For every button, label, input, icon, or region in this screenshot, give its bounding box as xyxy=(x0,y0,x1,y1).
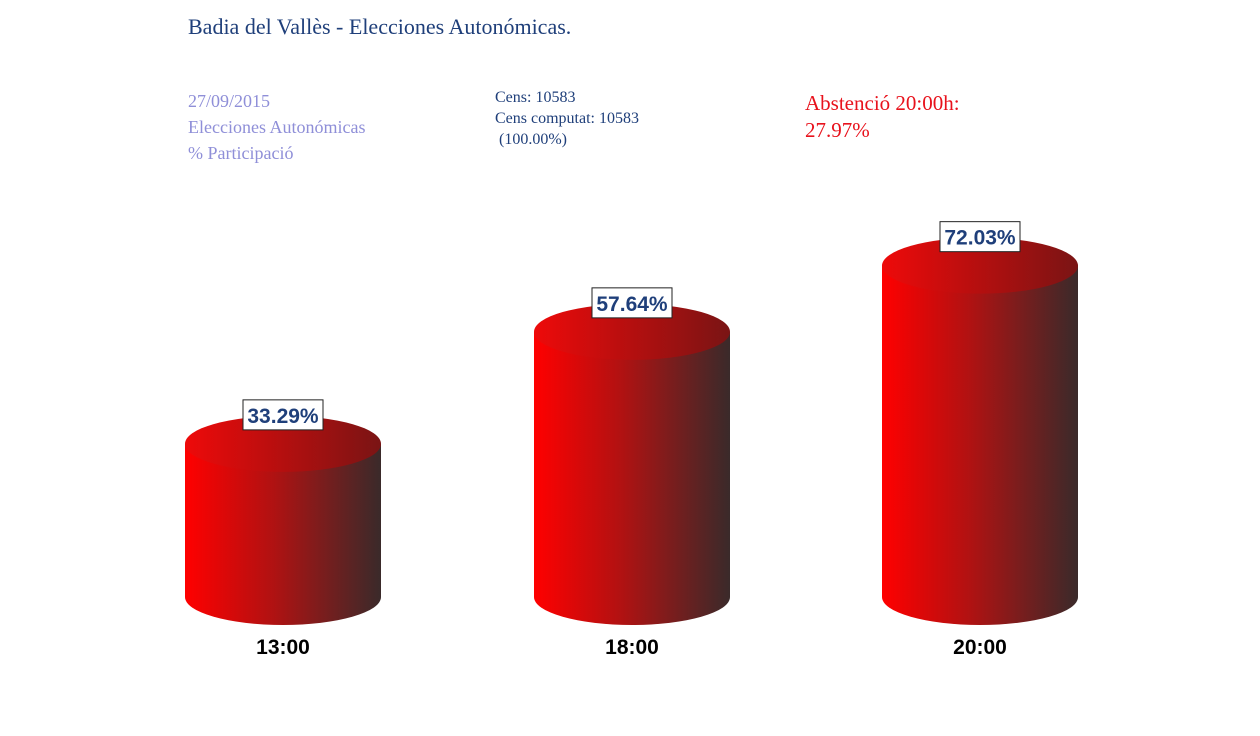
data-label: 72.03% xyxy=(939,221,1021,253)
data-label-box xyxy=(242,399,324,431)
election-name: Elecciones Autonómicas xyxy=(188,117,366,137)
bar-top xyxy=(534,303,730,360)
abstention-info: Abstenció 20:00h: 27.97% xyxy=(805,90,960,144)
abstention-value: 27.97% xyxy=(805,118,870,142)
data-label: 57.64% xyxy=(591,287,673,319)
category-label: 20:00 xyxy=(953,636,1007,659)
bar-2000: 72.03% 20:00 xyxy=(882,221,1078,659)
bar-body xyxy=(534,331,730,625)
data-label-box xyxy=(591,287,673,319)
page-title: Badia del Vallès - Elecciones Autonómica… xyxy=(188,14,572,39)
census-percent: (100.00%) xyxy=(499,131,567,148)
data-label-text: 33.29% xyxy=(247,405,319,428)
census-total: Cens: 10583 xyxy=(495,89,576,106)
election-date: 27/09/2015 xyxy=(188,91,271,111)
data-label-text: 57.64% xyxy=(596,293,668,316)
category-label: 18:00 xyxy=(605,636,659,659)
metric-label: % Participació xyxy=(188,143,294,163)
bar-body xyxy=(882,265,1078,625)
data-label: 33.29% xyxy=(242,399,324,431)
bar-top xyxy=(882,237,1078,294)
bar-1800: 57.64% 18:00 xyxy=(534,287,730,659)
census-info: Cens: 10583 Cens computat: 10583 (100.00… xyxy=(495,87,639,150)
data-label-box xyxy=(939,221,1021,253)
bar-top xyxy=(185,415,381,472)
category-label: 13:00 xyxy=(256,636,310,659)
data-label-text: 72.03% xyxy=(944,227,1016,250)
abstention-label: Abstenció 20:00h: xyxy=(805,91,960,115)
election-info: 27/09/2015 Elecciones Autonómicas % Part… xyxy=(188,88,365,166)
bar-body xyxy=(185,443,381,625)
bar-1300: 33.29% 13:00 xyxy=(185,399,381,659)
census-computed: Cens computat: 10583 xyxy=(495,110,639,127)
